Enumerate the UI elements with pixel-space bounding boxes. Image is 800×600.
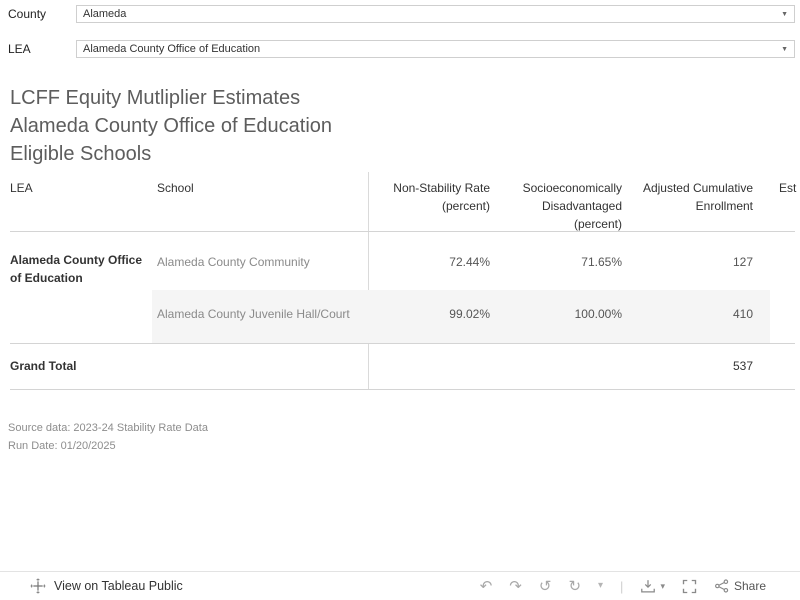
pause-dropdown-caret-icon[interactable]: ▾ xyxy=(598,580,604,591)
toolbar-actions: ↶ ↷ ↺ ↻ ▾ | ▾ xyxy=(479,576,766,595)
column-divider xyxy=(368,172,369,390)
view-on-tableau-public-label: View on Tableau Public xyxy=(54,579,183,593)
table-header-row: LEA School Non-Stability Rate (percent) … xyxy=(10,172,797,232)
row-band xyxy=(152,290,770,343)
redo-button[interactable]: ↷ xyxy=(509,576,522,595)
fullscreen-button[interactable] xyxy=(682,579,697,594)
revert-button[interactable]: ↺ xyxy=(538,576,552,595)
county-dropdown-value: Alameda xyxy=(83,8,127,20)
bottom-toolbar: View on Tableau Public ↶ ↷ ↺ ↻ ▾ | ▾ xyxy=(0,571,800,600)
page-title: LCFF Equity Mutliplier Estimates Alameda… xyxy=(10,84,332,168)
title-line-1: LCFF Equity Mutliplier Estimates xyxy=(10,87,301,109)
socio-disadvantaged-value: 100.00% xyxy=(574,307,622,321)
enrollment-value: 127 xyxy=(732,255,753,269)
column-header-non-stability-rate: Non-Stability Rate (percent) xyxy=(393,181,490,213)
lea-dropdown[interactable]: Alameda County Office of Education ▼ xyxy=(76,40,795,58)
school-name-cell: Alameda County Juvenile Hall/Court xyxy=(157,307,350,321)
table-row: Alameda County Juvenile Hall/Court 99.02… xyxy=(10,290,795,343)
refresh-button[interactable]: ↻ xyxy=(568,576,582,595)
source-data-text: Source data: 2023-24 Stability Rate Data xyxy=(8,422,208,434)
download-icon xyxy=(640,579,656,593)
grand-total-row: Grand Total 537 xyxy=(10,343,795,390)
column-header-school: School xyxy=(157,181,194,195)
toolbar-divider: | xyxy=(620,578,624,594)
source-caption: Source data: 2023-24 Stability Rate Data… xyxy=(8,419,208,455)
schools-table: LEA School Non-Stability Rate (percent) … xyxy=(10,172,797,390)
county-filter-label: County xyxy=(8,7,47,21)
county-dropdown[interactable]: Alameda ▼ xyxy=(76,5,795,23)
lea-name-cell: Alameda County Office of Education xyxy=(10,253,143,285)
share-icon xyxy=(714,579,730,593)
share-label: Share xyxy=(733,579,766,593)
view-on-tableau-public-link[interactable]: View on Tableau Public xyxy=(30,578,183,594)
enrollment-value: 410 xyxy=(732,307,753,321)
column-header-est-truncated: Est xyxy=(779,181,797,195)
chevron-down-icon: ▼ xyxy=(781,45,788,53)
run-date-text: Run Date: 01/20/2025 xyxy=(8,440,116,452)
share-button[interactable]: Share xyxy=(714,579,766,593)
school-name-cell: Alameda County Community xyxy=(157,255,310,269)
table-row: Alameda County Office of Education Alame… xyxy=(10,232,795,290)
chevron-down-icon: ▼ xyxy=(781,10,788,18)
download-button[interactable]: ▾ xyxy=(640,579,665,593)
title-line-3: Eligible Schools xyxy=(10,143,152,165)
non-stability-rate-value: 99.02% xyxy=(449,307,490,321)
grand-total-label: Grand Total xyxy=(10,359,77,373)
tableau-logo-icon xyxy=(30,578,46,594)
column-header-adjusted-cumulative-enrollment: Adjusted Cumulative Enrollment xyxy=(642,181,753,213)
column-header-lea: LEA xyxy=(10,181,33,195)
socio-disadvantaged-value: 71.65% xyxy=(581,255,622,269)
undo-button[interactable]: ↶ xyxy=(479,576,493,595)
title-line-2: Alameda County Office of Education xyxy=(10,115,333,137)
lea-dropdown-value: Alameda County Office of Education xyxy=(83,43,261,55)
column-header-socioeconomically-disadvantaged: Socioeconomically Disadvantaged (percent… xyxy=(522,181,622,231)
grand-total-enrollment-value: 537 xyxy=(732,359,753,373)
lea-filter-label: LEA xyxy=(8,42,31,56)
non-stability-rate-value: 72.44% xyxy=(449,255,490,269)
download-caret-icon: ▾ xyxy=(660,580,665,591)
